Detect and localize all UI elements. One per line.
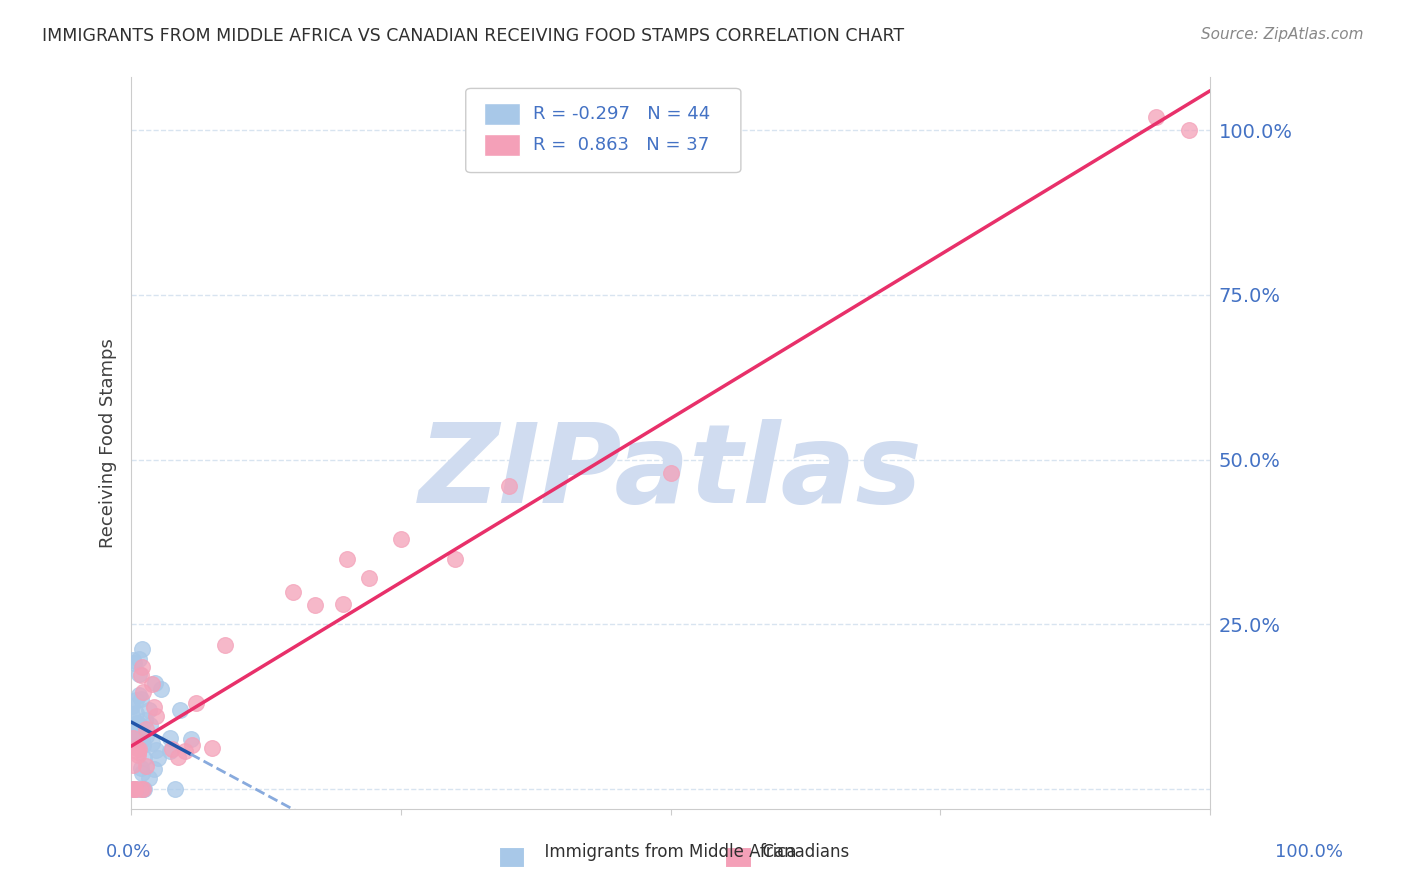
- Point: [336, 551, 359, 566]
- Y-axis label: Receiving Food Stamps: Receiving Food Stamps: [100, 338, 117, 549]
- Point: [127, 745, 149, 759]
- Point: [124, 732, 146, 747]
- FancyBboxPatch shape: [465, 88, 741, 172]
- Point: [135, 758, 157, 772]
- Point: [169, 703, 191, 717]
- Point: [1144, 110, 1167, 124]
- Point: [181, 739, 204, 753]
- Point: [138, 718, 160, 732]
- Point: [131, 641, 153, 656]
- Point: [131, 761, 153, 775]
- Point: [135, 722, 157, 736]
- Point: [138, 703, 160, 717]
- Point: [122, 731, 145, 745]
- Point: [124, 782, 146, 797]
- Point: [214, 638, 236, 652]
- Point: [160, 741, 183, 756]
- Text: 0.0%: 0.0%: [105, 843, 150, 861]
- Text: ZIPatlas: ZIPatlas: [419, 419, 922, 526]
- Text: R = -0.297   N = 44: R = -0.297 N = 44: [533, 105, 710, 123]
- Point: [141, 677, 163, 691]
- Point: [389, 532, 412, 546]
- Point: [121, 782, 143, 797]
- Point: [186, 697, 208, 711]
- Point: [146, 751, 169, 765]
- Point: [131, 765, 153, 780]
- Point: [125, 693, 148, 707]
- Point: [129, 733, 152, 747]
- Point: [131, 733, 153, 747]
- Point: [143, 700, 166, 714]
- Point: [129, 729, 152, 743]
- Point: [659, 466, 682, 480]
- Point: [357, 571, 380, 585]
- Point: [121, 653, 143, 667]
- Point: [124, 730, 146, 744]
- Point: [201, 741, 224, 756]
- Point: [124, 782, 146, 797]
- Point: [135, 729, 157, 743]
- Point: [132, 738, 155, 752]
- Text: IMMIGRANTS FROM MIDDLE AFRICA VS CANADIAN RECEIVING FOOD STAMPS CORRELATION CHAR: IMMIGRANTS FROM MIDDLE AFRICA VS CANADIA…: [42, 27, 904, 45]
- Point: [128, 666, 150, 681]
- Point: [1177, 123, 1199, 137]
- Point: [121, 698, 143, 713]
- FancyBboxPatch shape: [484, 103, 520, 125]
- Point: [125, 706, 148, 720]
- Point: [143, 676, 166, 690]
- Point: [180, 731, 202, 746]
- Point: [498, 479, 520, 493]
- Text: Immigrants from Middle Africa: Immigrants from Middle Africa: [534, 843, 797, 861]
- Point: [124, 723, 146, 738]
- Point: [127, 747, 149, 762]
- Point: [131, 659, 153, 673]
- Point: [122, 758, 145, 772]
- Point: [444, 551, 467, 566]
- Point: [159, 731, 181, 745]
- Point: [121, 708, 143, 723]
- Point: [332, 597, 354, 611]
- Point: [142, 762, 165, 776]
- Point: [134, 713, 156, 727]
- Point: [132, 751, 155, 765]
- Point: [132, 685, 155, 699]
- Point: [122, 782, 145, 797]
- Point: [304, 598, 326, 612]
- Point: [128, 742, 150, 756]
- Point: [145, 743, 167, 757]
- Point: [173, 744, 195, 758]
- Point: [127, 728, 149, 742]
- Point: [128, 689, 150, 703]
- Text: 100.0%: 100.0%: [1275, 843, 1343, 861]
- Point: [129, 668, 152, 682]
- Point: [131, 782, 153, 797]
- Point: [141, 735, 163, 749]
- Point: [129, 691, 152, 706]
- Text: R =  0.863   N = 37: R = 0.863 N = 37: [533, 136, 709, 153]
- Point: [166, 750, 188, 764]
- Point: [128, 717, 150, 731]
- FancyBboxPatch shape: [484, 134, 520, 156]
- Point: [149, 682, 172, 697]
- Point: [132, 782, 155, 797]
- Point: [127, 782, 149, 797]
- Point: [281, 584, 304, 599]
- Text: Canadians: Canadians: [752, 843, 849, 861]
- Point: [145, 708, 167, 723]
- Text: Source: ZipAtlas.com: Source: ZipAtlas.com: [1201, 27, 1364, 42]
- Point: [128, 652, 150, 666]
- Point: [129, 782, 152, 797]
- Point: [163, 782, 186, 797]
- Point: [127, 740, 149, 755]
- Point: [134, 782, 156, 797]
- Point: [138, 771, 160, 785]
- Point: [122, 656, 145, 670]
- Point: [125, 716, 148, 731]
- Point: [159, 744, 181, 758]
